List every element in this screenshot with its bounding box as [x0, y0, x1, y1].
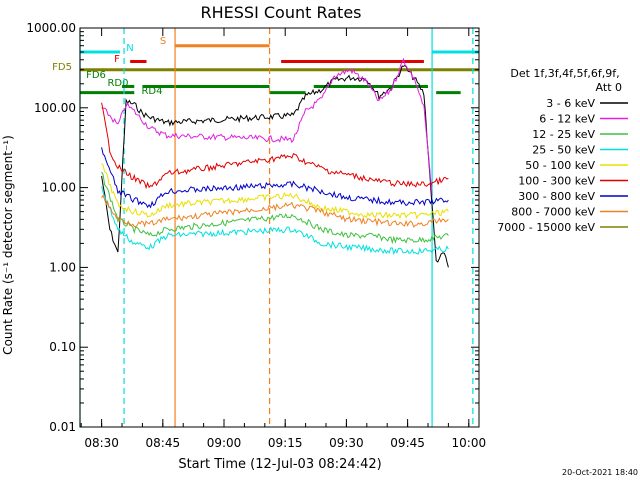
legend-header-line-1: Det 1f,3f,4f,5f,6f,9f,	[510, 67, 619, 80]
series-lines	[101, 57, 449, 268]
series-line	[101, 64, 449, 268]
legend-label: 3 - 6 keV	[546, 97, 595, 110]
series-line	[101, 171, 449, 245]
flag-label: RD4	[141, 86, 162, 97]
y-tick-label: 100.00	[34, 101, 76, 115]
flag-label: FD6	[86, 70, 106, 81]
series-line	[101, 57, 433, 196]
x-tick-label: 09:30	[329, 436, 364, 450]
x-tick-label: 09:15	[268, 436, 303, 450]
series-line	[101, 163, 449, 220]
series-line	[101, 102, 449, 190]
x-ticks: 08:30 08:45 09:00 09:15 09:30 09:45 10:00	[80, 28, 487, 450]
series-line	[101, 194, 449, 228]
legend-label: 6 - 12 keV	[539, 113, 595, 126]
y-tick-label: 1.00	[49, 260, 76, 274]
y-tick-label: 0.01	[49, 420, 76, 434]
y-ticks: 0.01 0.10 1.00 10.00 100.00 1000.00	[26, 21, 479, 434]
chart-title: RHESSI Count Rates	[201, 3, 362, 22]
flag-label: S	[160, 36, 166, 47]
legend-label: 12 - 25 keV	[532, 128, 595, 141]
x-axis-label: Start Time (12-Jul-03 08:24:42)	[178, 457, 381, 472]
flag-label: RD0	[107, 78, 128, 89]
legend-label: 7000 - 15000 keV	[497, 221, 595, 234]
flag-label: F	[114, 54, 120, 65]
flag-label: FD5	[52, 62, 72, 73]
flag-label: N	[126, 43, 133, 54]
legend-label: 800 - 7000 keV	[511, 206, 595, 219]
legend-label: 100 - 300 keV	[518, 175, 595, 188]
plot-frame	[79, 27, 480, 428]
y-tick-label: 0.10	[49, 340, 76, 354]
series-line	[101, 186, 449, 256]
y-tick-label: 1000.00	[26, 21, 76, 35]
legend-label: 25 - 50 keV	[532, 144, 595, 157]
y-tick-label: 10.00	[42, 181, 76, 195]
x-tick-label: 08:30	[84, 436, 119, 450]
x-tick-label: 08:45	[146, 436, 181, 450]
legend-label: 50 - 100 keV	[525, 159, 595, 172]
timestamp: 20-Oct-2021 18:40	[562, 468, 638, 477]
series-line	[101, 147, 449, 209]
legend-label: 300 - 800 keV	[518, 190, 595, 203]
legend-header-line-2: Att 0	[596, 81, 622, 94]
y-axis-label: Count Rate (s⁻¹ detector segment⁻¹)	[1, 135, 15, 355]
x-tick-label: 09:00	[207, 436, 242, 450]
x-tick-label: 09:45	[390, 436, 425, 450]
x-tick-label: 10:00	[452, 436, 487, 450]
legend: 3 - 6 keV 6 - 12 keV 12 - 25 keV 25 - 50 ke…	[497, 97, 628, 234]
